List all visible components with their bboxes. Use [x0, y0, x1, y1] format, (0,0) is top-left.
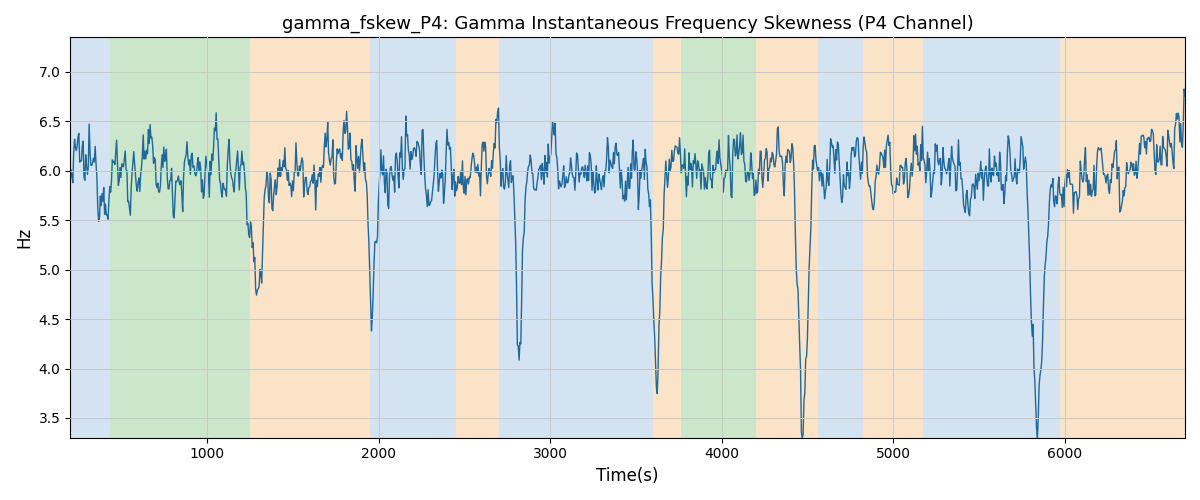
Bar: [109, 38, 251, 438]
Bar: [456, 38, 499, 438]
Bar: [923, 38, 1060, 438]
Bar: [1060, 38, 1186, 438]
X-axis label: Time(s): Time(s): [596, 467, 659, 485]
Bar: [863, 38, 923, 438]
Bar: [756, 38, 818, 438]
Bar: [251, 38, 371, 438]
Bar: [371, 38, 456, 438]
Bar: [71, 38, 109, 438]
Bar: [653, 38, 680, 438]
Bar: [499, 38, 653, 438]
Bar: [680, 38, 756, 438]
Bar: [818, 38, 863, 438]
Y-axis label: Hz: Hz: [16, 227, 34, 248]
Title: gamma_fskew_P4: Gamma Instantaneous Frequency Skewness (P4 Channel): gamma_fskew_P4: Gamma Instantaneous Freq…: [282, 15, 973, 34]
